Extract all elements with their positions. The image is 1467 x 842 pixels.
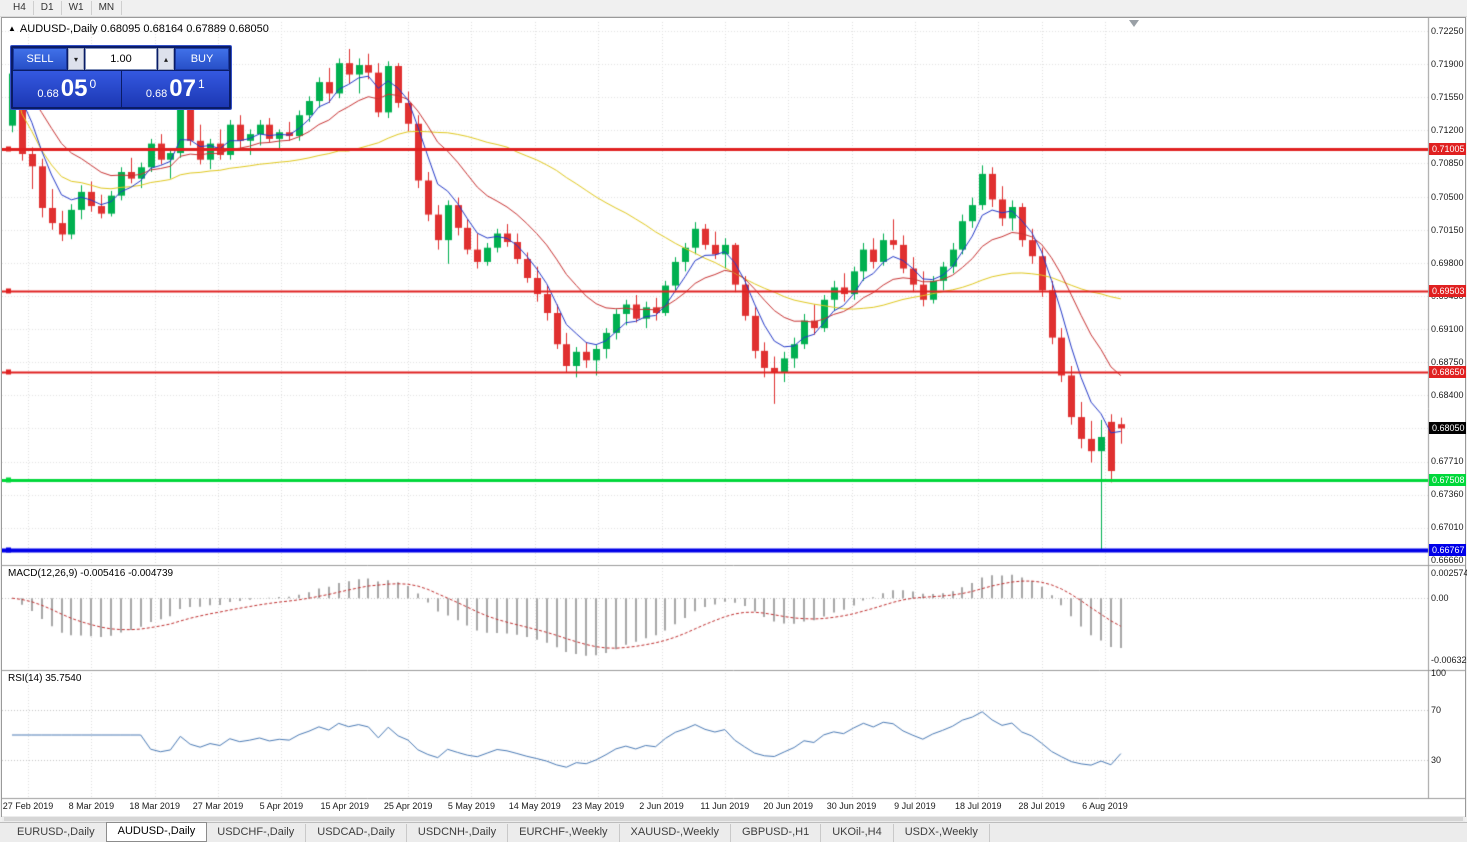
date-axis-label: 23 May 2019 — [572, 801, 625, 811]
timeframe-mn[interactable]: MN — [92, 1, 123, 15]
current-price-tag: 0.68050 — [1429, 422, 1466, 435]
price-axis-label: 0.70150 — [1431, 224, 1464, 235]
rsi-indicator-label: RSI(14) 35.7540 — [8, 673, 82, 684]
chevron-up-icon: ▴ — [163, 54, 168, 64]
volume-input[interactable] — [85, 48, 157, 70]
hline-price-tag: 0.71005 — [1429, 142, 1466, 155]
date-axis-label: 5 May 2019 — [447, 801, 495, 811]
hline-price-tag: 0.66767 — [1429, 543, 1466, 556]
buy-button[interactable]: BUY — [175, 48, 229, 70]
macd-indicator-label: MACD(12,26,9) -0.005416 -0.004739 — [8, 568, 174, 579]
rsi-axis-label: 70 — [1431, 705, 1442, 715]
chart-tab-usdcnh-daily[interactable]: USDCNH-,Daily — [407, 823, 509, 842]
price-axis-label: 0.69100 — [1431, 324, 1464, 335]
chart-tabbar: EURUSD-,Daily AUDUSD-,Daily USDCHF-,Daily U… — [0, 821, 1467, 842]
date-axis-label: 9 Jul 2019 — [894, 801, 936, 811]
price-axis-label: 0.67360 — [1431, 488, 1464, 499]
buy-price-pip: 1 — [197, 76, 205, 91]
date-axis-label: 18 Jul 2019 — [954, 801, 1002, 811]
price-axis-label: 0.67010 — [1431, 521, 1464, 532]
date-axis-label: 27 Mar 2019 — [192, 801, 244, 811]
chart-tab-usdcad-daily[interactable]: USDCAD-,Daily — [306, 823, 407, 842]
price-axis-label: 0.66660 — [1431, 555, 1464, 565]
chart-shift-marker-icon[interactable] — [1129, 20, 1139, 27]
chart-title-text: AUDUSD-,Daily 0.68095 0.68164 0.67889 0.… — [19, 23, 269, 35]
sell-price-pip: 0 — [89, 76, 97, 91]
sell-price-big: 05 — [60, 75, 88, 102]
timeframe-d1[interactable]: D1 — [34, 1, 62, 15]
chart-tab-eurchf-weekly[interactable]: EURCHF-,Weekly — [508, 823, 620, 842]
date-axis-label: 15 Apr 2019 — [320, 801, 370, 811]
sell-price-prefix: 0.68 — [37, 87, 59, 100]
sell-button[interactable]: SELL — [13, 48, 67, 70]
volume-increase-button[interactable]: ▴ — [158, 48, 174, 70]
date-axis-label: 11 Jun 2019 — [700, 801, 750, 811]
price-axis-label: 0.71550 — [1431, 92, 1464, 103]
chart-canvas[interactable] — [2, 18, 1465, 816]
timeframe-toolbar: H4 D1 W1 MN — [0, 0, 1467, 17]
chart-tab-gbpusd-h1[interactable]: GBPUSD-,H1 — [731, 823, 822, 842]
horizontal-scrollbar[interactable] — [2, 816, 1465, 822]
hline-price-tag: 0.67508 — [1429, 473, 1466, 486]
price-axis-label: 0.70850 — [1431, 158, 1464, 169]
chart-tab-usdchf-daily[interactable]: USDCHF-,Daily — [206, 823, 307, 842]
one-click-trading-panel: SELL ▾ ▴ BUY 0.68 05 0 0.68 07 1 — [10, 45, 232, 110]
date-axis-label: 28 Jul 2019 — [1018, 801, 1065, 811]
chevron-down-icon: ▾ — [73, 54, 78, 64]
chart-title: ▲ AUDUSD-,Daily 0.68095 0.68164 0.67889 … — [8, 23, 269, 35]
chart-tab-xauusd-weekly[interactable]: XAUUSD-,Weekly — [620, 823, 731, 842]
date-axis-label: 5 Apr 2019 — [259, 801, 304, 811]
macd-axis-label: 0.00 — [1431, 593, 1449, 604]
price-axis-label: 0.71900 — [1431, 59, 1464, 70]
price-axis-label: 0.68750 — [1431, 357, 1464, 368]
price-axis-label: 0.69800 — [1431, 257, 1464, 268]
date-axis-label: 25 Apr 2019 — [383, 801, 433, 811]
price-axis-label: 0.71200 — [1431, 125, 1464, 136]
hline-price-tag: 0.68650 — [1429, 365, 1466, 378]
date-axis-label: 30 Jun 2019 — [826, 801, 877, 811]
rsi-axis-label: 100 — [1431, 667, 1447, 678]
buy-price-display[interactable]: 0.68 07 1 — [121, 71, 229, 107]
volume-decrease-button[interactable]: ▾ — [68, 48, 84, 70]
chart-window-icon: ▲ — [8, 24, 16, 33]
date-axis-label: 6 Aug 2019 — [1082, 801, 1128, 811]
chart-window: ▲ AUDUSD-,Daily 0.68095 0.68164 0.67889 … — [1, 17, 1467, 817]
buy-price-big: 07 — [169, 75, 196, 102]
price-axis-label: 0.67710 — [1431, 455, 1464, 466]
price-axis-label: 0.68400 — [1431, 390, 1464, 401]
date-axis-label: 14 May 2019 — [508, 801, 561, 811]
date-axis-label: 2 Jun 2019 — [639, 801, 684, 811]
timeframe-w1[interactable]: W1 — [62, 1, 92, 15]
buy-price-prefix: 0.68 — [145, 87, 168, 100]
date-axis-label: 20 Jun 2019 — [763, 801, 813, 811]
chart-tab-eurusd-daily[interactable]: EURUSD-,Daily — [6, 823, 107, 842]
hline-price-tag: 0.69503 — [1429, 284, 1466, 297]
sell-price-display[interactable]: 0.68 05 0 — [13, 71, 121, 107]
chart-tab-audusd-daily[interactable]: AUDUSD-,Daily — [105, 821, 208, 842]
chart-tab-usdx-weekly[interactable]: USDX-,Weekly — [894, 823, 990, 842]
timeframe-h4[interactable]: H4 — [6, 1, 34, 15]
horizontal-scrollbar-thumb[interactable] — [4, 817, 1463, 821]
date-axis-label: 27 Feb 2019 — [2, 801, 54, 811]
price-axis-label: 0.72250 — [1431, 26, 1464, 36]
date-axis-label: 18 Mar 2019 — [129, 801, 180, 811]
macd-axis-label: 0.002574 — [1431, 568, 1467, 578]
rsi-axis-label: 30 — [1431, 755, 1442, 765]
chart-tab-ukoil-h4[interactable]: UKOil-,H4 — [821, 823, 894, 842]
date-axis-label: 8 Mar 2019 — [68, 801, 115, 811]
macd-axis-label: -0.006326 — [1431, 655, 1467, 665]
price-axis-label: 0.70500 — [1431, 191, 1464, 202]
